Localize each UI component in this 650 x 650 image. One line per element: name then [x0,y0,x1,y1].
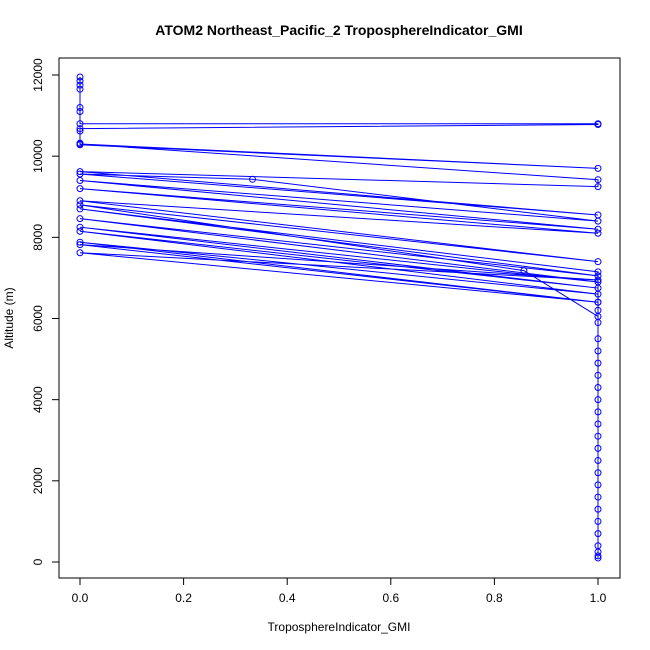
plot-frame [58,57,621,579]
data-point [594,469,602,477]
data-point [594,552,602,560]
data-point [76,103,84,111]
data-point [594,176,602,184]
x-tick-label: 0.8 [486,591,503,605]
data-point [594,517,602,525]
data-point [76,120,84,128]
x-tick-label: 0.4 [279,591,296,605]
data-point [594,383,602,391]
data-point [594,432,602,440]
data-point [76,227,84,235]
chart-title: ATOM2 Northeast_Pacific_2 TroposphereInd… [155,22,522,38]
data-series [76,73,602,562]
y-axis: 0 2000 4000 6000 8000 10000 12000 [31,58,60,565]
data-point [520,267,528,275]
data-point [76,249,84,257]
y-tick-label: 4000 [31,386,45,413]
data-point [594,217,602,225]
y-tick-label: 2000 [31,467,45,494]
data-point [594,481,602,489]
data-point [76,168,84,176]
data-point [594,359,602,367]
data-point [594,225,602,233]
data-point [248,175,256,183]
data-point [76,108,84,116]
data-point [594,554,602,562]
data-point [76,241,84,249]
data-point [594,290,602,298]
y-tick-label: 8000 [31,224,45,251]
data-point [594,347,602,355]
x-tick-label: 0.2 [175,591,192,605]
data-point [594,444,602,452]
x-axis-label: TroposphereIndicator_GMI [268,620,411,634]
x-axis: 0.0 0.2 0.4 0.6 0.8 1.0 [72,577,607,605]
data-point [76,205,84,213]
data-point [76,185,84,193]
data-point [76,77,84,85]
data-point [594,505,602,513]
data-point [594,396,602,404]
data-point [594,335,602,343]
series-line [79,77,599,558]
data-point [594,298,602,306]
data-point [594,183,602,191]
data-point [594,493,602,501]
data-point [594,420,602,428]
data-point [594,121,602,129]
data-point [76,201,84,209]
data-point [594,306,602,314]
data-point [76,85,84,93]
data-point [594,268,602,276]
y-axis-label: Altitude (m) [2,287,16,348]
y-tick-label: 10000 [31,139,45,173]
data-point [76,125,84,133]
y-tick-label: 6000 [31,305,45,332]
data-point [594,276,602,284]
data-point [594,530,602,538]
x-tick-label: 0.6 [382,591,399,605]
data-point [76,140,84,148]
data-point [76,73,84,81]
data-point [594,229,602,237]
data-point [594,457,602,465]
data-point [76,238,84,246]
data-point [594,258,602,266]
data-point [594,319,602,327]
x-tick-label: 0.0 [72,591,89,605]
data-point [76,197,84,205]
data-point [76,177,84,185]
data-point [594,164,602,172]
data-point [76,223,84,231]
data-point [76,127,84,135]
x-tick-label: 1.0 [590,591,607,605]
data-point [76,215,84,223]
y-tick-label: 0 [31,558,45,565]
data-point [76,81,84,89]
y-tick-label: 12000 [31,58,45,92]
data-point [594,408,602,416]
data-point [594,371,602,379]
